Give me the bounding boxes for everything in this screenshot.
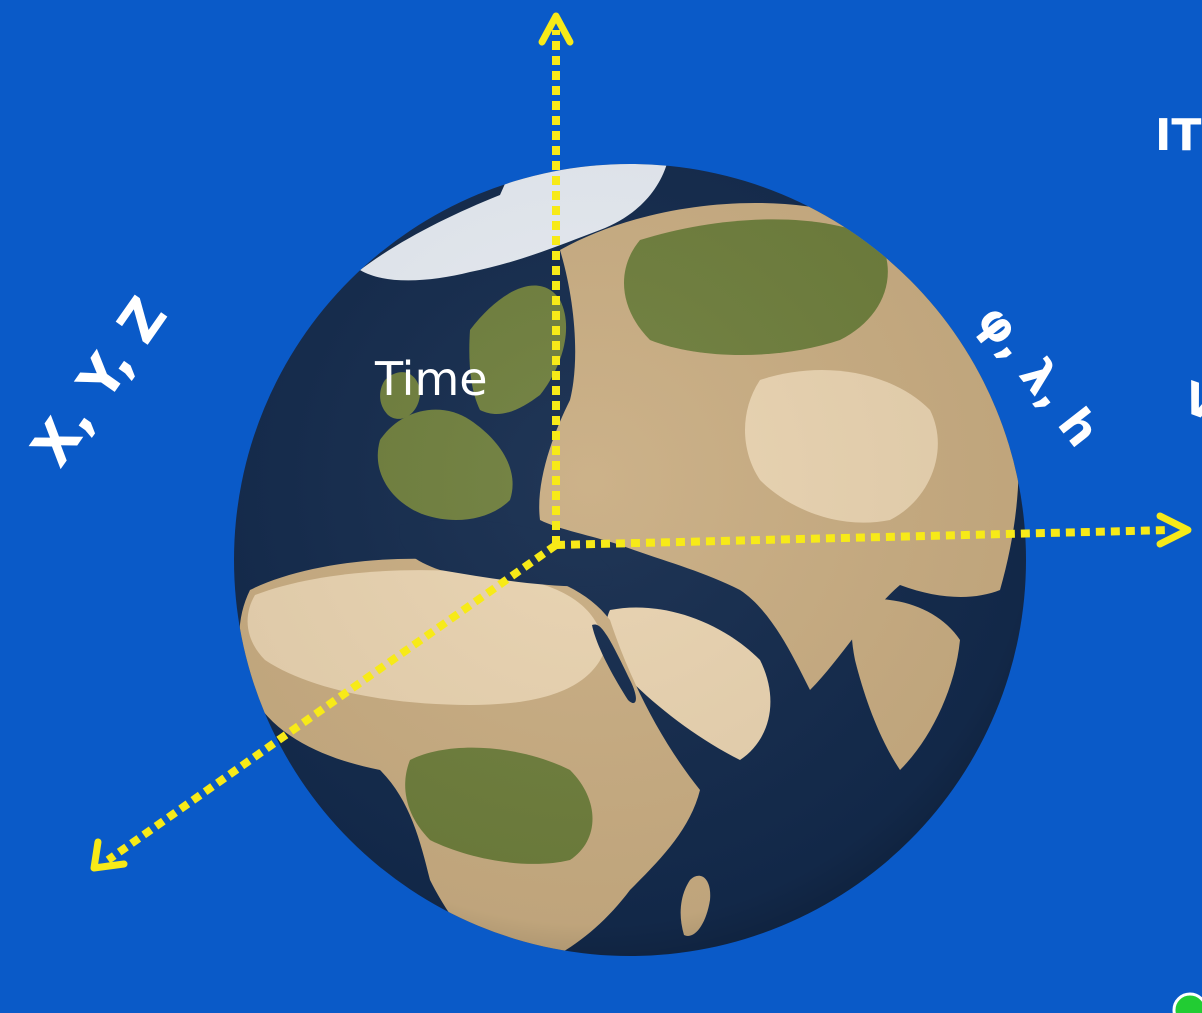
axis-southwest (105, 541, 559, 864)
globe-shading (234, 164, 1026, 956)
axis-time-arrowhead (538, 12, 574, 46)
earth-globe (234, 164, 1026, 956)
label-edge-mid: V (1176, 372, 1202, 432)
axis-east-arrowhead (1156, 512, 1192, 548)
label-cartesian: X, Y, Z (19, 286, 179, 477)
axis-east (555, 526, 1171, 549)
label-time: Time (374, 352, 488, 406)
label-edge-top: IT (1155, 110, 1201, 161)
coordinate-axes (90, 12, 1192, 872)
axis-southwest-arrowhead (90, 838, 128, 872)
status-indicator-dot (1172, 992, 1202, 1013)
